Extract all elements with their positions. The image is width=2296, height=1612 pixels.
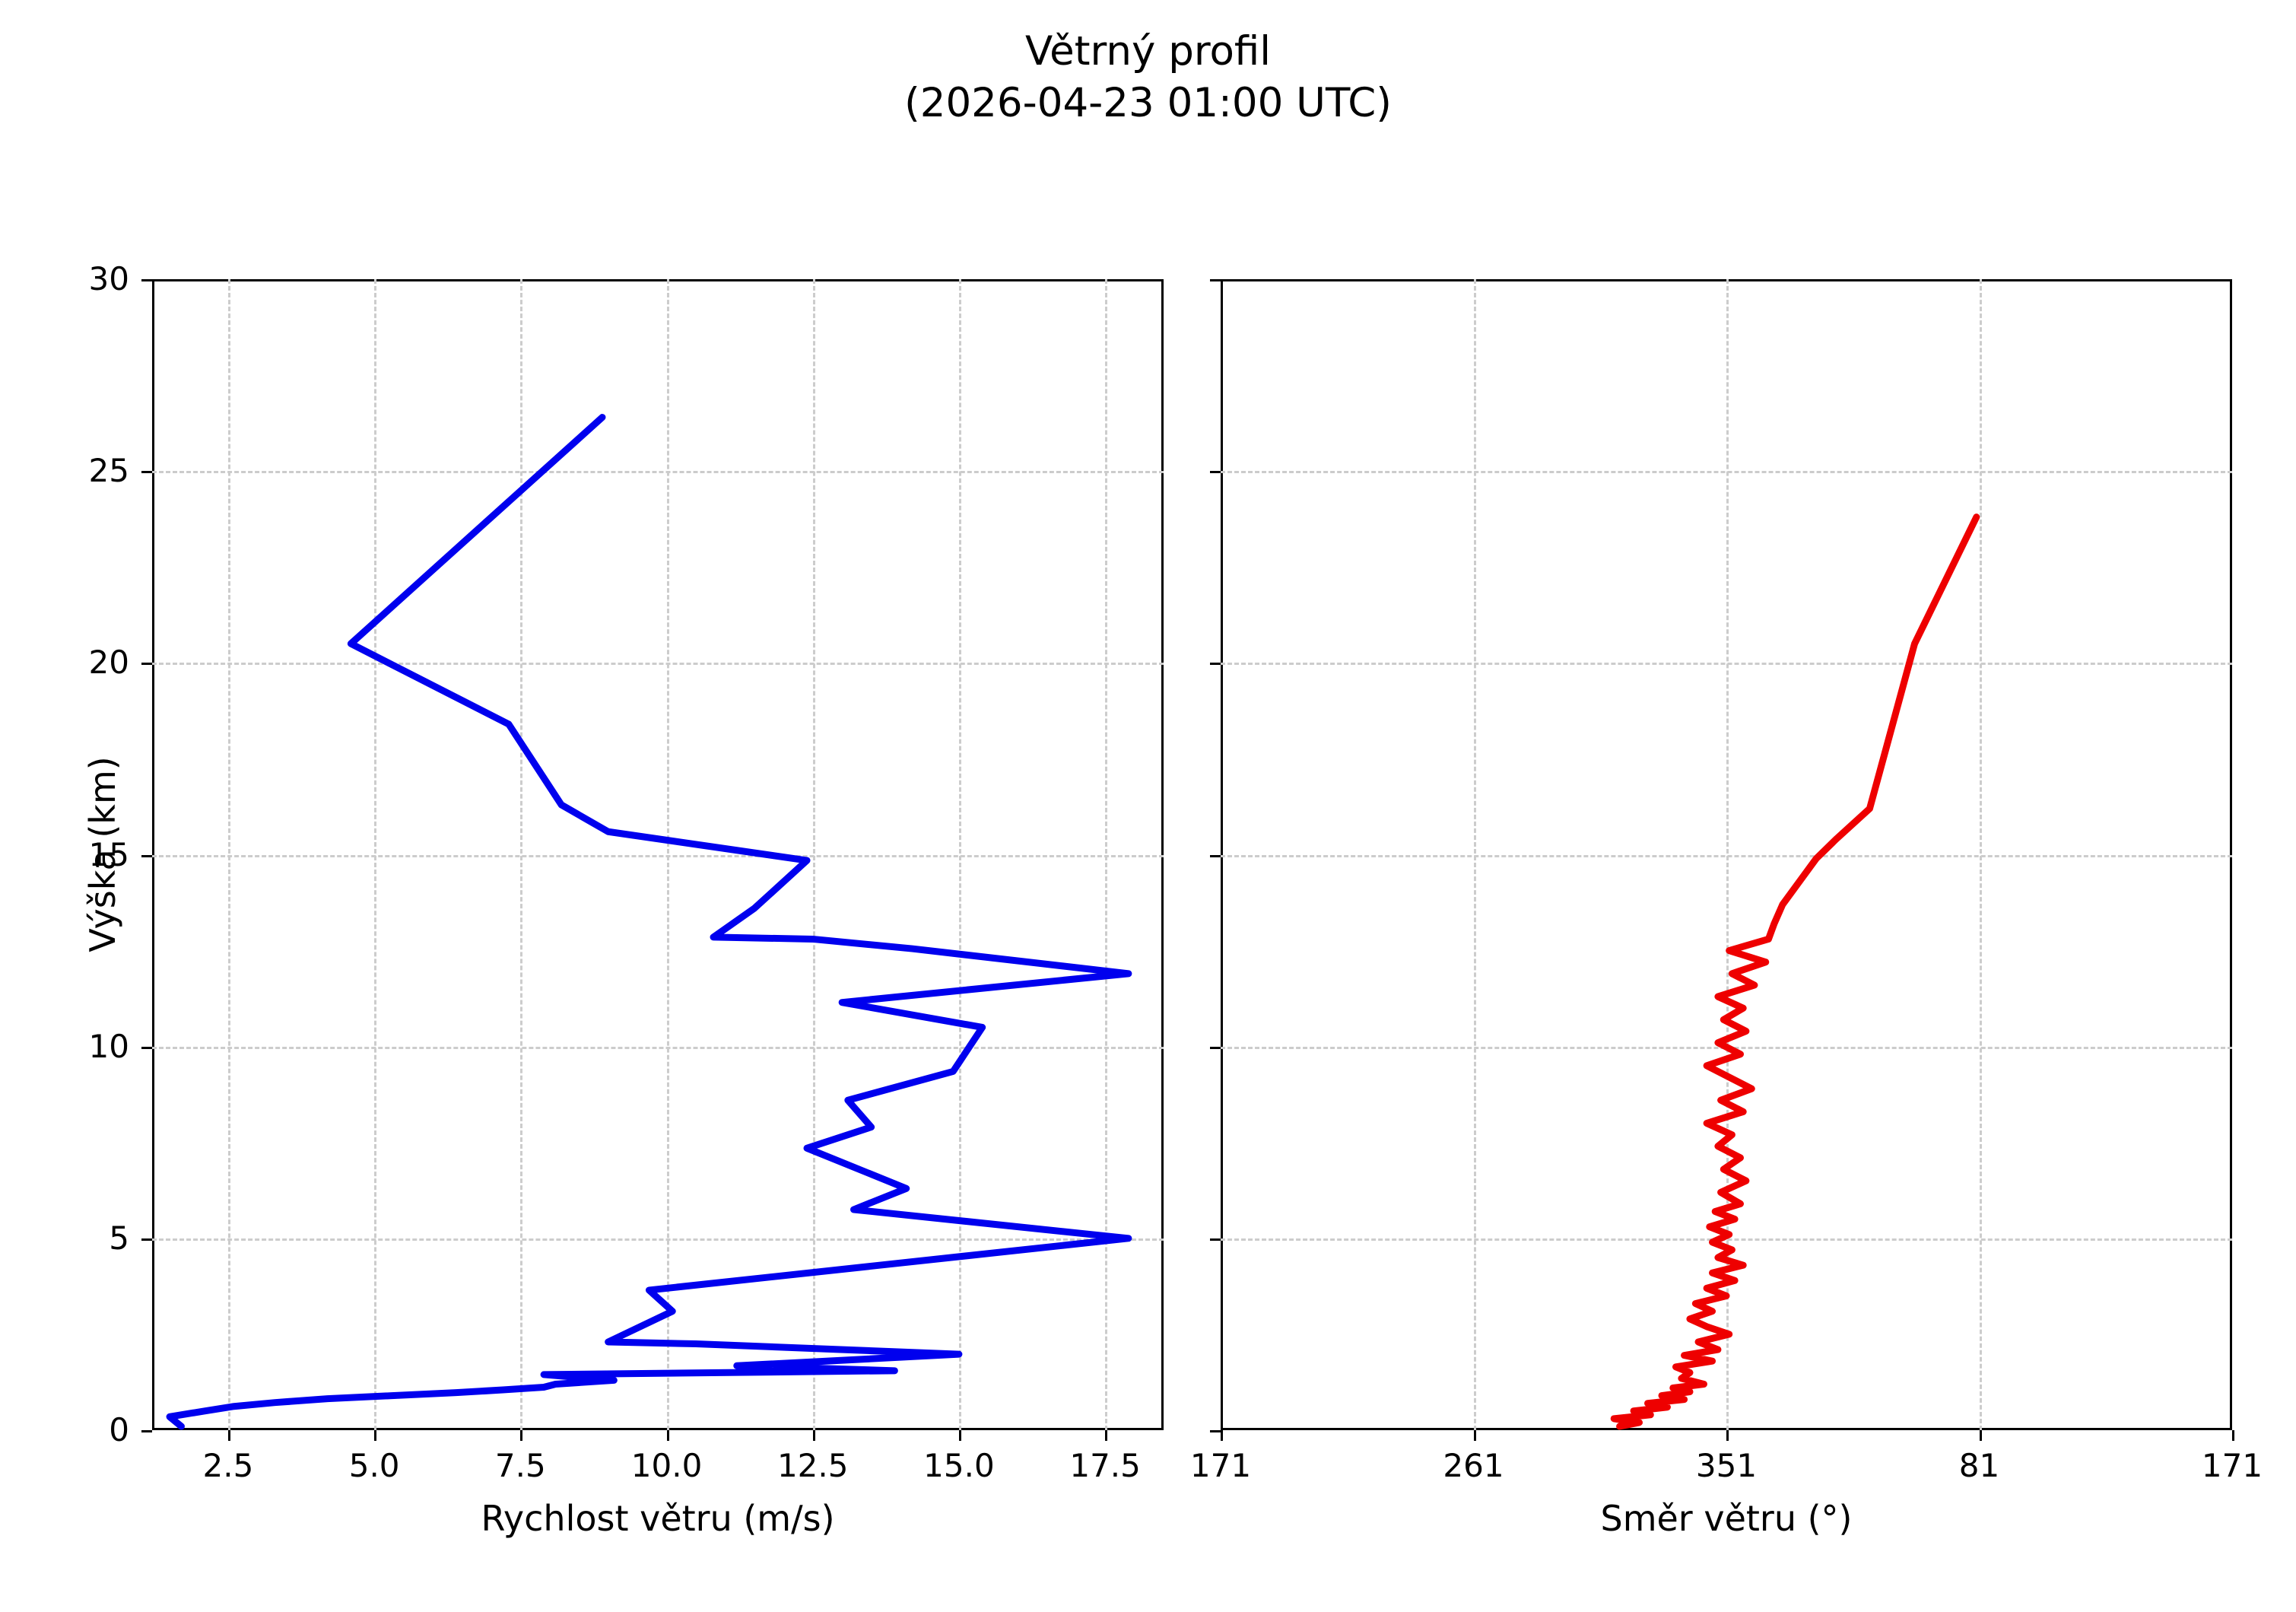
y-axis-tick-label: 5 <box>109 1219 129 1257</box>
x-axis-tick-label: 171 <box>2201 1447 2263 1484</box>
y-axis-tick <box>141 1430 152 1432</box>
x-axis-tick-label: 171 <box>1189 1447 1252 1484</box>
y-axis-tick <box>141 1046 152 1049</box>
y-axis-tick <box>1210 854 1221 857</box>
x-axis-tick-label: 81 <box>1958 1447 2000 1484</box>
y-axis-tick <box>141 279 152 281</box>
figure-title: Větrný profil (2026-04-23 01:00 UTC) <box>0 26 2296 129</box>
x-axis-tick <box>958 1430 961 1441</box>
x-axis-tick-label: 12.5 <box>776 1447 849 1484</box>
x-axis-tick <box>666 1430 669 1441</box>
figure-title-subtitle: (2026-04-23 01:00 UTC) <box>904 80 1392 126</box>
y-axis-tick-label: 25 <box>88 452 129 490</box>
figure-title-main: Větrný profil <box>1025 28 1271 75</box>
x-axis-tick <box>520 1430 523 1441</box>
y-axis-tick <box>1210 1046 1221 1049</box>
x-axis-tick <box>1726 1430 1729 1441</box>
x-axis-tick-label: 261 <box>1443 1447 1504 1484</box>
x-axis-tick <box>1221 1430 1223 1441</box>
wind-direction-panel: 171 261 351 81 171 <box>1190 279 2263 1484</box>
x-axis-tick-label: 17.5 <box>1069 1447 1141 1484</box>
y-axis-tick-label: 10 <box>88 1027 129 1065</box>
x-axis-tick <box>812 1430 815 1441</box>
wind-direction-x-axis-label: Směr větru (°) <box>1600 1498 1853 1539</box>
y-axis-tick <box>141 854 152 857</box>
x-axis-tick <box>1473 1430 1476 1441</box>
x-axis-tick <box>1979 1430 1982 1441</box>
y-axis-tick-label: 20 <box>88 644 129 682</box>
wind-speed-x-axis-label: Rychlost větru (m/s) <box>481 1498 835 1539</box>
x-axis-tick-label: 351 <box>1695 1447 1758 1484</box>
wind-speed-plot-area <box>166 414 1132 1430</box>
y-axis-tick <box>1210 471 1221 474</box>
y-axis-tick <box>141 1238 152 1241</box>
y-axis-tick <box>141 663 152 666</box>
x-axis-tick-label: 7.5 <box>494 1447 546 1484</box>
y-axis-tick-label: 15 <box>88 835 129 873</box>
height-y-axis-label: Výška (km) <box>82 756 123 952</box>
y-axis-tick-label: 30 <box>88 260 129 297</box>
x-axis-tick <box>374 1430 377 1441</box>
y-axis-tick <box>141 471 152 474</box>
y-axis-tick <box>1210 1238 1221 1241</box>
x-axis-tick <box>227 1430 230 1441</box>
wind-speed-panel: 2.5 5.0 7.5 10.0 12.5 15.0 17.5 0 5 10 15 20 25 30 <box>89 260 1164 1484</box>
wind-speed-line <box>166 414 1132 1430</box>
x-axis-tick-label: 5.0 <box>348 1447 400 1484</box>
wind-direction-plot-area <box>1610 513 1980 1430</box>
wind-direction-line <box>1610 513 1980 1430</box>
x-axis-tick-label: 15.0 <box>923 1447 995 1484</box>
y-axis-tick <box>1210 1430 1221 1432</box>
x-axis-tick-label: 10.0 <box>630 1447 703 1484</box>
x-axis-tick <box>2232 1430 2234 1441</box>
y-axis-tick <box>1210 663 1221 666</box>
x-axis-tick-label: 2.5 <box>202 1447 254 1484</box>
y-axis-tick-label: 0 <box>109 1411 129 1448</box>
x-axis-tick <box>1105 1430 1108 1441</box>
y-axis-tick <box>1210 279 1221 281</box>
